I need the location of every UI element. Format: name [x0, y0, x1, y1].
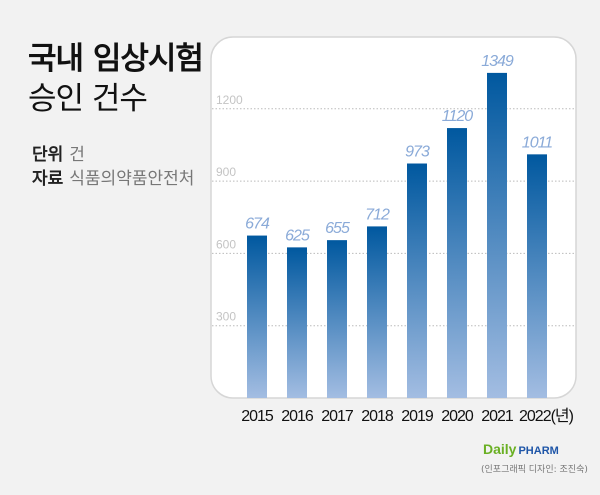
y-tick-label: 300 — [216, 310, 236, 324]
x-tick-label: 2022(년) — [519, 407, 574, 425]
source-label: 자료 — [32, 169, 64, 189]
bar — [287, 247, 307, 398]
data-label: 712 — [365, 206, 390, 223]
chart-subtitle: 승인 건수 — [28, 81, 148, 117]
bar — [447, 128, 467, 398]
y-tick-label: 600 — [216, 237, 236, 251]
data-label: 674 — [245, 216, 270, 233]
data-label: 1120 — [442, 108, 474, 125]
unit-value: 건 — [69, 145, 85, 165]
data-label: 625 — [285, 227, 310, 244]
bar — [527, 154, 547, 398]
bar — [247, 235, 267, 398]
daily-pharm-logo: Daily PHARM — [483, 441, 559, 457]
design-credit: (인포그래픽 디자인: 조진숙) — [481, 465, 588, 475]
x-tick-label: 2015 — [241, 408, 274, 425]
chart-title: 국내 임상시험 — [28, 41, 204, 77]
data-label: 1349 — [481, 53, 514, 70]
y-tick-label: 1200 — [216, 93, 243, 107]
data-label: 655 — [325, 220, 350, 237]
bar — [407, 163, 427, 398]
x-tick-label: 2016 — [281, 408, 314, 425]
bar — [327, 240, 347, 398]
x-tick-label: 2018 — [361, 408, 394, 425]
source-line: 자료 식품의약품안전처 — [32, 168, 194, 190]
unit-label: 단위 — [32, 145, 64, 165]
x-tick-label: 2019 — [401, 408, 434, 425]
source-value: 식품의약품안전처 — [69, 169, 195, 189]
unit-line: 단위 건 — [32, 144, 85, 166]
data-label: 1011 — [522, 134, 553, 151]
x-tick-label: 2020 — [441, 408, 474, 425]
x-tick-label: 2017 — [321, 408, 354, 425]
data-label: 973 — [405, 144, 430, 161]
bar — [487, 72, 507, 399]
x-tick-label: 2021 — [481, 408, 514, 425]
y-tick-label: 900 — [216, 165, 236, 179]
bar — [367, 226, 387, 398]
